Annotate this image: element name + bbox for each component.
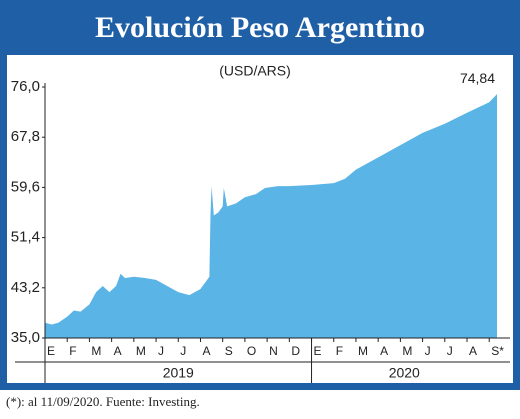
x-tick-label: N [269,344,278,358]
x-tick-label: O [247,344,256,358]
y-tick-label: 76,0 [11,78,40,95]
x-tick-label: J [425,344,431,358]
x-tick-label: A [380,344,388,358]
x-tick-label: J [180,344,186,358]
x-tick-label: A [202,344,210,358]
y-tick-label: 51,4 [11,229,40,246]
year-label: 2019 [163,365,194,381]
x-tick-label: A [469,344,477,358]
x-tick-label: M [136,344,146,358]
x-tick-label: M [402,344,412,358]
year-label: 2020 [389,365,420,381]
area [45,94,497,338]
y-tick-label: 43,2 [11,279,40,296]
footnote: (*): al 11/09/2020. Fuente: Investing. [6,394,200,409]
x-tick-label: S [225,344,233,358]
y-tick-label: 59,6 [11,178,40,195]
x-tick-label: F [69,344,76,358]
value-label: 74,84 [460,70,495,86]
x-tick-label: A [114,344,122,358]
x-tick-label: F [336,344,343,358]
x-tick-label: M [91,344,101,358]
x-tick-label: D [291,344,300,358]
y-tick-label: 35,0 [11,329,40,346]
x-tick-label: M [358,344,368,358]
x-tick-label: E [47,344,55,358]
x-tick-label: J [158,344,164,358]
x-tick-label: J [447,344,453,358]
chart-subtitle: (USD/ARS) [219,63,291,79]
x-tick-label: S* [491,344,504,358]
chart-title: Evolución Peso Argentino [95,11,425,44]
y-tick-label: 67,8 [11,128,40,145]
x-tick-label: E [314,344,322,358]
